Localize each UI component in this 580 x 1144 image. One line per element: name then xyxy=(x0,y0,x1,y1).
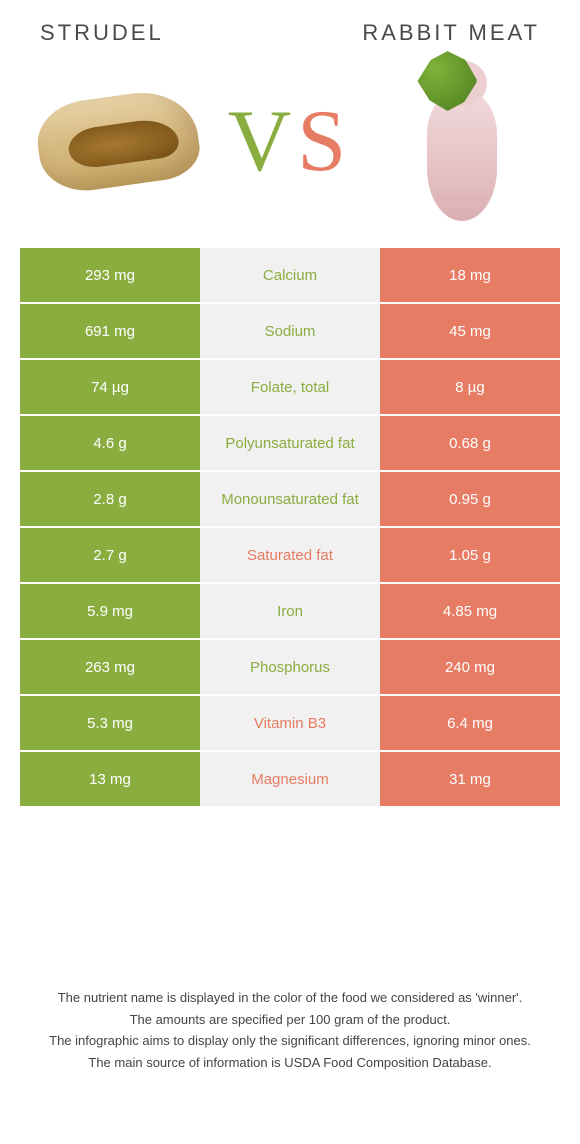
table-row: 5.3 mgVitamin B36.4 mg xyxy=(20,694,560,750)
right-value: 18 mg xyxy=(380,248,560,302)
table-row: 2.7 gSaturated fat1.05 g xyxy=(20,526,560,582)
left-value: 691 mg xyxy=(20,304,200,358)
nutrient-table: 293 mgCalcium18 mg691 mgSodium45 mg74 µg… xyxy=(20,246,560,806)
right-value: 8 µg xyxy=(380,360,560,414)
strudel-icon xyxy=(32,85,203,196)
footer-notes: The nutrient name is displayed in the co… xyxy=(0,988,580,1074)
nutrient-label: Calcium xyxy=(200,248,380,302)
right-value: 0.95 g xyxy=(380,472,560,526)
nutrient-label: Saturated fat xyxy=(200,528,380,582)
nutrient-label: Phosphorus xyxy=(200,640,380,694)
nutrient-label: Sodium xyxy=(200,304,380,358)
table-row: 13 mgMagnesium31 mg xyxy=(20,750,560,806)
left-value: 4.6 g xyxy=(20,416,200,470)
right-value: 4.85 mg xyxy=(380,584,560,638)
nutrient-label: Monounsaturated fat xyxy=(200,472,380,526)
left-value: 74 µg xyxy=(20,360,200,414)
header: Strudel Rabbit meat xyxy=(0,0,580,56)
left-value: 293 mg xyxy=(20,248,200,302)
nutrient-label: Magnesium xyxy=(200,752,380,806)
left-food-title: Strudel xyxy=(40,20,164,46)
right-value: 240 mg xyxy=(380,640,560,694)
right-value: 45 mg xyxy=(380,304,560,358)
left-value: 13 mg xyxy=(20,752,200,806)
vs-v: V xyxy=(228,93,298,190)
vs-s: S xyxy=(297,93,352,190)
table-row: 4.6 gPolyunsaturated fat0.68 g xyxy=(20,414,560,470)
table-row: 2.8 gMonounsaturated fat0.95 g xyxy=(20,470,560,526)
vs-label: VS xyxy=(228,91,353,192)
strudel-image xyxy=(30,66,205,216)
rabbit-image xyxy=(375,66,550,216)
table-row: 74 µgFolate, total8 µg xyxy=(20,358,560,414)
right-value: 31 mg xyxy=(380,752,560,806)
left-value: 263 mg xyxy=(20,640,200,694)
right-value: 6.4 mg xyxy=(380,696,560,750)
footer-line: The main source of information is USDA F… xyxy=(40,1053,540,1073)
left-value: 2.7 g xyxy=(20,528,200,582)
nutrient-label: Iron xyxy=(200,584,380,638)
footer-line: The nutrient name is displayed in the co… xyxy=(40,988,540,1008)
rabbit-icon xyxy=(417,51,507,231)
left-value: 2.8 g xyxy=(20,472,200,526)
table-row: 263 mgPhosphorus240 mg xyxy=(20,638,560,694)
left-value: 5.3 mg xyxy=(20,696,200,750)
nutrient-label: Folate, total xyxy=(200,360,380,414)
hero: VS xyxy=(0,56,580,246)
table-row: 293 mgCalcium18 mg xyxy=(20,246,560,302)
footer-line: The amounts are specified per 100 gram o… xyxy=(40,1010,540,1030)
left-value: 5.9 mg xyxy=(20,584,200,638)
right-value: 1.05 g xyxy=(380,528,560,582)
table-row: 691 mgSodium45 mg xyxy=(20,302,560,358)
right-value: 0.68 g xyxy=(380,416,560,470)
footer-line: The infographic aims to display only the… xyxy=(40,1031,540,1051)
right-food-title: Rabbit meat xyxy=(362,20,540,46)
nutrient-label: Polyunsaturated fat xyxy=(200,416,380,470)
table-row: 5.9 mgIron4.85 mg xyxy=(20,582,560,638)
nutrient-label: Vitamin B3 xyxy=(200,696,380,750)
